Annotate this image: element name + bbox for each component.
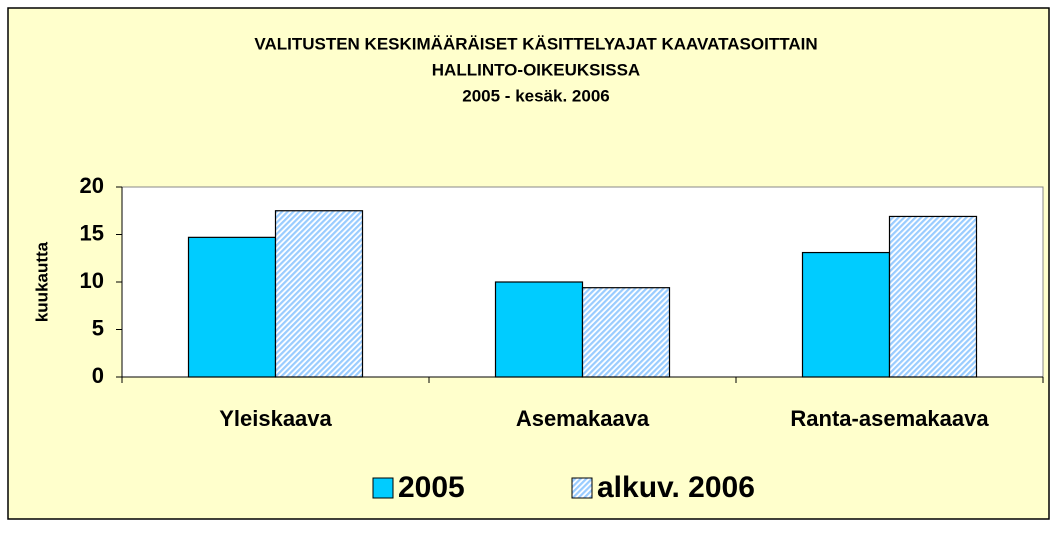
bar	[581, 287, 671, 378]
bar	[801, 251, 891, 378]
y-tick-label: 0	[92, 363, 104, 388]
bar	[187, 236, 277, 378]
y-tick-label: 20	[80, 173, 104, 198]
y-tick-label: 15	[80, 220, 104, 245]
legend-label: alkuv. 2006	[597, 471, 755, 504]
x-tick-label: Asemakaava	[516, 406, 650, 431]
legend-swatch	[571, 477, 593, 499]
bar	[888, 215, 978, 378]
legend-label: 2005	[398, 471, 465, 504]
chart-title: 2005 - kesäk. 2006	[462, 86, 609, 105]
y-tick-label: 5	[92, 315, 104, 340]
y-axis-label: kuukautta	[32, 241, 51, 322]
x-tick-label: Yleiskaava	[219, 406, 332, 431]
bar	[274, 210, 364, 378]
chart-title: HALLINTO-OIKEUKSISSA	[432, 60, 640, 79]
legend-swatch	[372, 477, 394, 499]
bar	[494, 281, 584, 378]
chart-title: VALITUSTEN KESKIMÄÄRÄISET KÄSITTELYAJAT …	[254, 34, 817, 53]
y-tick-label: 10	[80, 268, 104, 293]
x-tick-label: Ranta-asemakaava	[790, 406, 989, 431]
